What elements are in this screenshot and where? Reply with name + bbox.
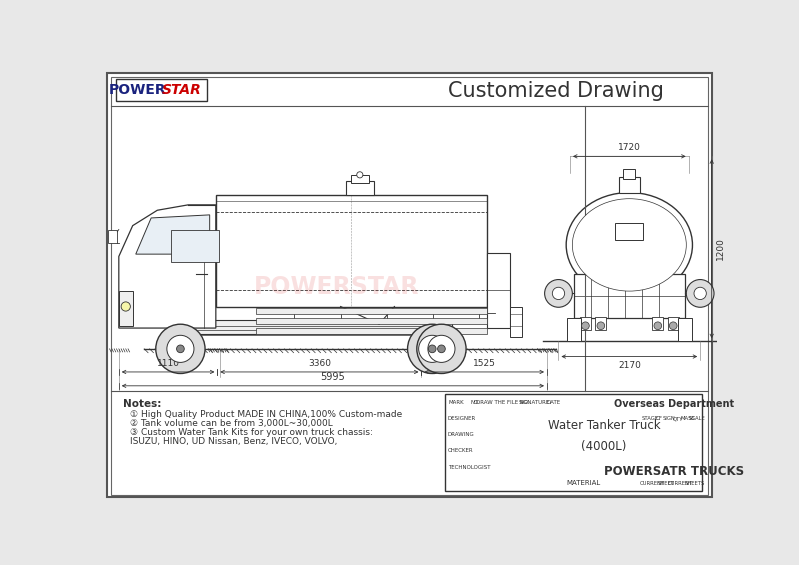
Text: (4000L): (4000L): [581, 440, 626, 453]
Text: DATE: DATE: [547, 400, 561, 405]
Text: POWERSATR TRUCKS: POWERSATR TRUCKS: [603, 466, 744, 479]
Circle shape: [419, 335, 446, 362]
Circle shape: [545, 280, 572, 307]
Circle shape: [121, 302, 130, 311]
Circle shape: [428, 335, 455, 362]
Text: DRAW THE FILE NO.: DRAW THE FILE NO.: [476, 400, 530, 405]
Text: 1200: 1200: [716, 237, 725, 260]
Text: STAGE: STAGE: [642, 416, 658, 421]
Bar: [580, 316, 590, 331]
Bar: [181, 320, 452, 334]
Bar: [623, 170, 635, 179]
Circle shape: [177, 345, 185, 353]
Bar: [574, 274, 685, 318]
Text: 2170: 2170: [618, 361, 641, 370]
Bar: [171, 229, 219, 262]
Bar: [487, 253, 510, 328]
Bar: [615, 223, 643, 240]
Text: Water Tanker Truck: Water Tanker Truck: [547, 419, 660, 432]
Text: 1720: 1720: [618, 143, 641, 152]
Text: MARK: MARK: [448, 400, 464, 405]
Circle shape: [552, 287, 565, 299]
Text: Overseas Department: Overseas Department: [614, 399, 733, 409]
Text: TECHNOLOGIST: TECHNOLOGIST: [447, 464, 490, 470]
Polygon shape: [119, 205, 216, 328]
Bar: [346, 181, 374, 195]
Bar: [351, 175, 369, 182]
Circle shape: [428, 345, 436, 353]
Text: DRAWING: DRAWING: [447, 432, 475, 437]
Text: SHEET: SHEET: [658, 481, 675, 486]
Text: DESIGNER: DESIGNER: [447, 416, 476, 421]
Text: ① High Quality Product MADE IN CHINA,100% Custom-made: ① High Quality Product MADE IN CHINA,100…: [129, 410, 402, 419]
Bar: [256, 318, 487, 324]
Bar: [256, 328, 487, 334]
Bar: [618, 177, 640, 193]
Text: 3360: 3360: [308, 359, 331, 368]
Circle shape: [417, 324, 466, 373]
Text: SCALE: SCALE: [689, 416, 706, 421]
Text: NO.: NO.: [471, 400, 480, 405]
Circle shape: [694, 287, 706, 299]
Circle shape: [156, 324, 205, 373]
Bar: [119, 291, 133, 326]
Circle shape: [582, 322, 590, 329]
Circle shape: [686, 280, 714, 307]
Text: POWERSTAR: POWERSTAR: [254, 275, 419, 299]
Bar: [256, 308, 487, 314]
Bar: [445, 394, 702, 492]
Bar: [595, 316, 606, 331]
Text: ISUZU, HINO, UD Nissan, Benz, IVECO, VOLVO,: ISUZU, HINO, UD Nissan, Benz, IVECO, VOL…: [129, 437, 337, 446]
Bar: [567, 318, 581, 341]
Circle shape: [356, 172, 363, 178]
Bar: [510, 306, 522, 337]
Text: OF: OF: [656, 416, 663, 421]
Text: SIGNATURE: SIGNATURE: [519, 400, 550, 405]
Text: 5995: 5995: [320, 372, 345, 382]
Bar: [653, 316, 663, 331]
Text: QTY: QTY: [673, 416, 683, 421]
Bar: [116, 79, 207, 101]
Circle shape: [670, 322, 677, 329]
Text: ③ Custom Water Tank Kits for your own truck chassis:: ③ Custom Water Tank Kits for your own tr…: [129, 428, 372, 437]
Ellipse shape: [572, 199, 686, 291]
Text: Notes:: Notes:: [123, 399, 162, 409]
Bar: [678, 318, 692, 341]
Circle shape: [407, 324, 457, 373]
Text: ② Tank volume can be from 3,000L~30,000L: ② Tank volume can be from 3,000L~30,000L: [129, 419, 332, 428]
Text: MASS: MASS: [680, 416, 695, 421]
Bar: [216, 195, 487, 306]
Polygon shape: [136, 215, 209, 254]
Ellipse shape: [566, 193, 693, 297]
Circle shape: [597, 322, 605, 329]
Text: CURRENT: CURRENT: [640, 481, 665, 486]
Text: SHEETS: SHEETS: [685, 481, 705, 486]
Text: CURRENT: CURRENT: [668, 481, 694, 486]
Text: CHECKER: CHECKER: [447, 449, 473, 453]
Text: SIGN: SIGN: [662, 416, 675, 421]
Text: STAR: STAR: [161, 83, 201, 97]
Circle shape: [167, 335, 194, 362]
Text: 1525: 1525: [473, 359, 495, 368]
Text: MATERIAL: MATERIAL: [566, 480, 600, 486]
Bar: [108, 229, 117, 244]
Circle shape: [654, 322, 662, 329]
Circle shape: [438, 345, 445, 353]
Text: POWER: POWER: [109, 83, 166, 97]
Bar: [668, 316, 678, 331]
Text: 1110: 1110: [157, 359, 180, 368]
Text: Customized Drawing: Customized Drawing: [448, 81, 664, 101]
